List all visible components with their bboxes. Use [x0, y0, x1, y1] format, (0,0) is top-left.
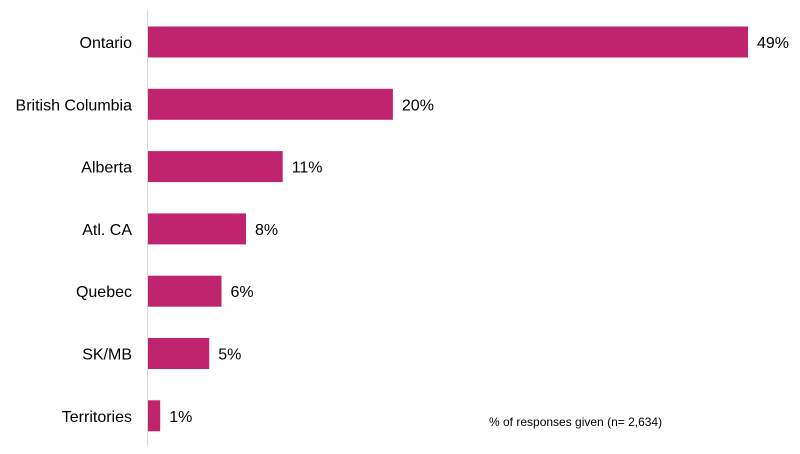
- bar-sk-mb: [148, 338, 210, 369]
- value-label: 8%: [255, 222, 278, 239]
- category-label: SK/MB: [82, 347, 132, 364]
- category-label: Atl. CA: [82, 222, 132, 239]
- value-label: 6%: [231, 284, 254, 301]
- bar-territories: [148, 400, 161, 432]
- bars-group: [148, 26, 748, 432]
- bar-ontario: [148, 26, 748, 58]
- bar-atl-ca: [148, 213, 246, 245]
- category-label: Alberta: [81, 160, 132, 177]
- bar-british-columbia: [148, 88, 393, 120]
- category-labels-group: Ontario British Columbia Alberta Atl. CA Que…: [16, 35, 133, 426]
- value-labels-group: 49% 20% 11% 8% 6% 5% 1%: [169, 35, 789, 426]
- category-label: British Columbia: [16, 97, 133, 114]
- bar-alberta: [148, 151, 283, 183]
- category-label: Ontario: [80, 35, 133, 52]
- bar-quebec: [148, 275, 222, 307]
- category-label: Territories: [62, 409, 132, 426]
- sample-size-note: % of responses given (n= 2,634): [489, 415, 663, 429]
- value-label: 11%: [292, 160, 323, 177]
- value-label: 49%: [757, 35, 789, 52]
- value-label: 1%: [169, 409, 192, 426]
- category-label: Quebec: [76, 284, 132, 301]
- value-label: 20%: [402, 97, 434, 114]
- value-label: 5%: [218, 347, 241, 364]
